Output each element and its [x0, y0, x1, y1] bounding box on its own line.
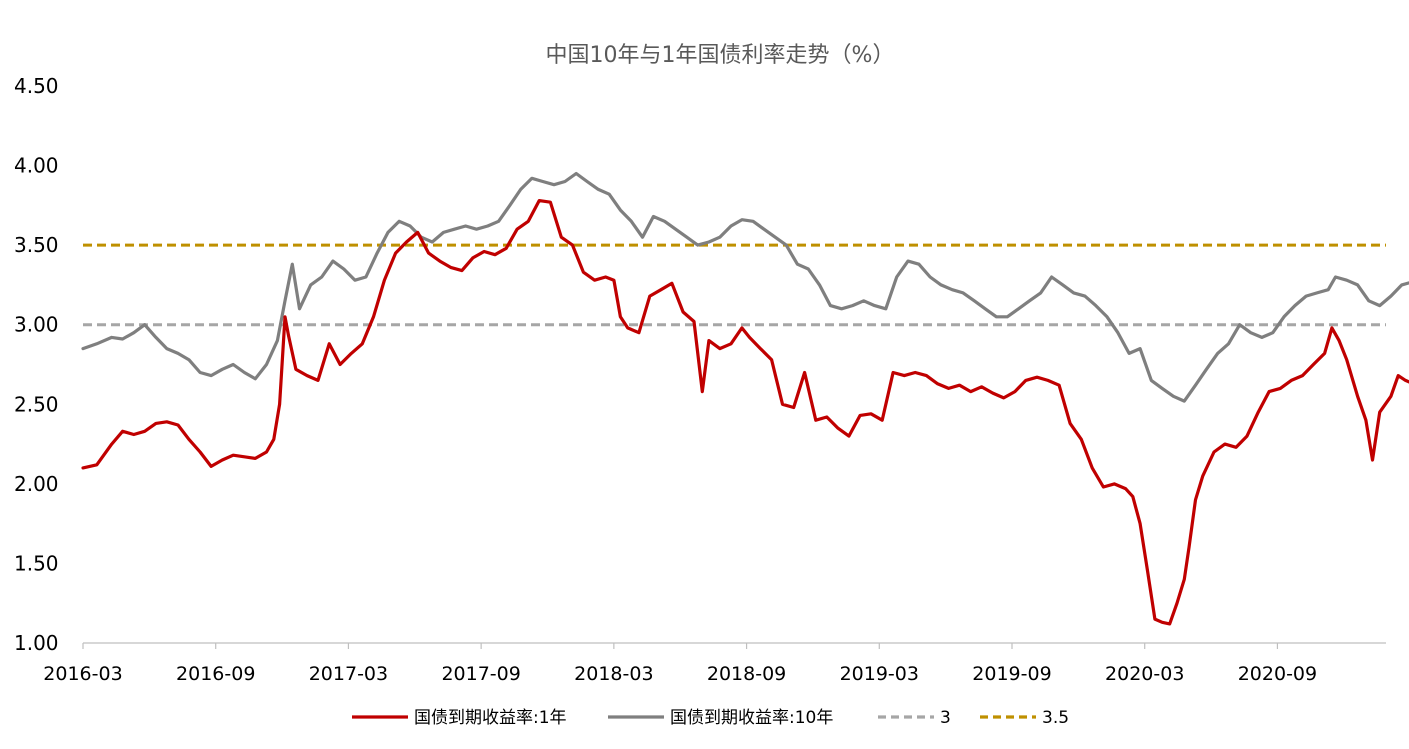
y-tick-label: 4.00 — [14, 154, 59, 178]
legend-label: 3.5 — [1042, 708, 1069, 728]
chart-title: 中国10年与1年国债利率走势（%） — [546, 43, 895, 68]
series-layer — [81, 171, 1409, 626]
x-axis: 2016-03 2016-09 2017-03 2017-09 2018-03 2018-… — [43, 642, 1386, 685]
legend: 国债到期收益率:1年 国债到期收益率:10年 3 3.5 — [352, 708, 1069, 728]
y-tick-label: 3.50 — [14, 233, 59, 257]
y-tick-label: 3.00 — [14, 313, 59, 337]
y-axis-ticks: 1.00 1.50 2.00 2.50 3.00 3.50 4.00 4.50 — [14, 74, 59, 655]
y-tick-label: 2.00 — [14, 472, 59, 496]
y-tick-label: 2.50 — [14, 392, 59, 416]
x-tick-label: 2020-03 — [1105, 663, 1184, 685]
x-tick-label: 2019-09 — [972, 663, 1051, 685]
y-tick-label: 4.50 — [14, 74, 59, 98]
x-tick-label: 2019-03 — [840, 663, 919, 685]
series-line-1y — [81, 199, 1409, 626]
legend-label: 国债到期收益率:10年 — [670, 708, 833, 728]
x-tick-label: 2016-09 — [176, 663, 255, 685]
x-tick-label: 2017-09 — [441, 663, 520, 685]
x-tick-label: 2018-09 — [707, 663, 786, 685]
x-tick-label: 2020-09 — [1238, 663, 1317, 685]
x-tick-label: 2016-03 — [43, 663, 122, 685]
legend-label: 国债到期收益率:1年 — [414, 708, 567, 728]
y-tick-label: 1.00 — [14, 631, 59, 655]
legend-label: 3 — [940, 708, 951, 728]
series-line-10y — [81, 171, 1409, 403]
x-tick-label: 2018-03 — [574, 663, 653, 685]
x-tick-label: 2017-03 — [309, 663, 388, 685]
y-tick-label: 1.50 — [14, 551, 59, 575]
